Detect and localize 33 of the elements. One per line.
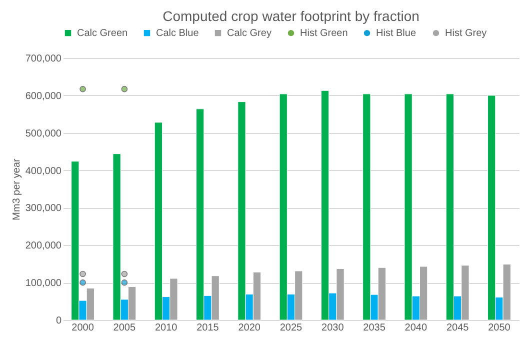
point	[80, 279, 86, 286]
x-tick-label: 2035	[363, 322, 386, 334]
legend-label: Calc Grey	[227, 28, 272, 40]
legend-label: Calc Green	[77, 28, 128, 40]
chart-title: Computed crop water footprint by fraction	[162, 8, 420, 24]
y-tick-label: 300,000	[25, 203, 62, 214]
y-tick-label: 200,000	[25, 240, 62, 252]
point	[121, 86, 128, 92]
x-tick-label: 2000	[72, 322, 94, 334]
y-tick-label: 0	[56, 316, 62, 326]
y-tick-label: 400,000	[25, 166, 62, 177]
x-tick-label: 2020	[238, 322, 261, 334]
point	[121, 270, 128, 278]
point	[80, 86, 86, 92]
point	[80, 270, 86, 278]
x-tick-label: 2010	[154, 322, 178, 334]
y-tick-label: 600,000	[25, 90, 62, 102]
legend-label: Calc Blue	[156, 28, 200, 40]
y-axis-title: Mm3 per year	[11, 158, 22, 220]
y-tick-label: 500,000	[25, 128, 62, 140]
x-tick-label: 2015	[196, 322, 220, 334]
x-tick-label: 2040	[404, 322, 428, 334]
x-tick-label: 2050	[488, 322, 511, 334]
y-tick-label: 700,000	[25, 54, 62, 64]
x-tick-label: 2045	[446, 322, 470, 334]
x-tick-label: 2005	[113, 322, 136, 334]
legend-label: Hist Green	[300, 28, 348, 40]
y-tick-label: 100,000	[25, 278, 62, 290]
x-tick-label: 2030	[322, 322, 344, 334]
legend-label: Hist Blue	[376, 28, 416, 40]
point	[121, 279, 128, 286]
x-tick-label: 2025	[280, 322, 303, 334]
legend-label: Hist Grey	[445, 28, 487, 40]
